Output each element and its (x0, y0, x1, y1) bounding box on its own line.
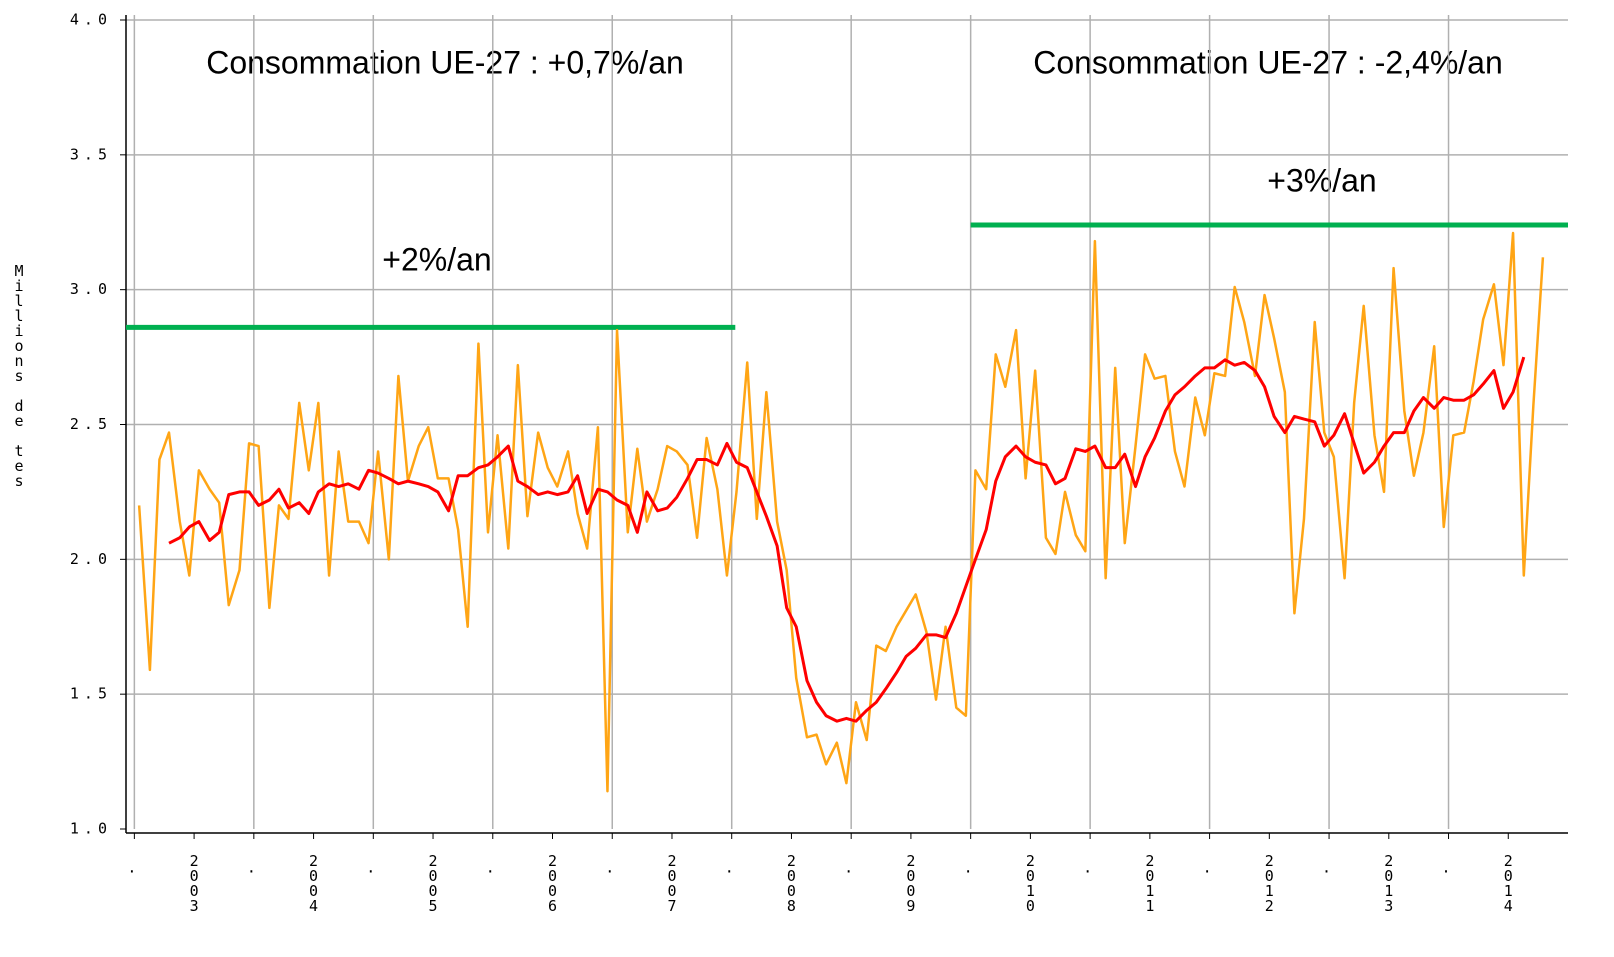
y-tick-label: 2.5 (70, 415, 112, 433)
annotation: Consommation UE-27 : +0,7%/an (206, 44, 684, 80)
x-minor-label: . (725, 859, 739, 877)
x-minor-label: . (1203, 859, 1217, 877)
x-minor-label: . (605, 859, 619, 877)
x-minor-label: . (486, 859, 500, 877)
x-tick-label: 2007 (663, 852, 681, 912)
x-minor-label: . (1442, 859, 1456, 877)
annotation: Consommation UE-27 : -2,4%/an (1033, 44, 1503, 80)
x-minor-label: . (1083, 859, 1097, 877)
trend-label: +2%/an (382, 241, 491, 277)
y-tick-label: 1.5 (70, 685, 112, 703)
x-tick-label: 2006 (544, 852, 562, 912)
y-tick-label: 1.0 (70, 820, 112, 838)
x-minor-label: . (127, 859, 141, 877)
x-tick-label: 2013 (1380, 852, 1398, 912)
x-tick-label: 2014 (1499, 852, 1517, 912)
x-tick-label: 2003 (185, 852, 203, 912)
x-tick-label: 2011 (1141, 852, 1159, 912)
x-tick-label: 2004 (305, 852, 323, 912)
trend-label: +3%/an (1267, 162, 1376, 198)
x-tick-label: 2009 (902, 852, 920, 912)
y-tick-label: 4.0 (70, 11, 112, 29)
data-line (168, 356, 1526, 723)
x-minor-label: . (964, 859, 978, 877)
x-tick-label: 2010 (1021, 852, 1039, 912)
y-tick-label: 3.5 (70, 145, 112, 163)
y-tick-label: 3.0 (70, 280, 112, 298)
y-axis-label: Millions de tes (10, 262, 28, 487)
x-tick-label: 2005 (424, 852, 442, 912)
x-minor-label: . (247, 859, 261, 877)
y-tick-label: 2.0 (70, 550, 112, 568)
data-line (137, 231, 1545, 793)
x-minor-label: . (366, 859, 380, 877)
x-tick-label: 2012 (1260, 852, 1278, 912)
x-minor-label: . (844, 859, 858, 877)
x-minor-label: . (1322, 859, 1336, 877)
x-tick-label: 2008 (782, 852, 800, 912)
